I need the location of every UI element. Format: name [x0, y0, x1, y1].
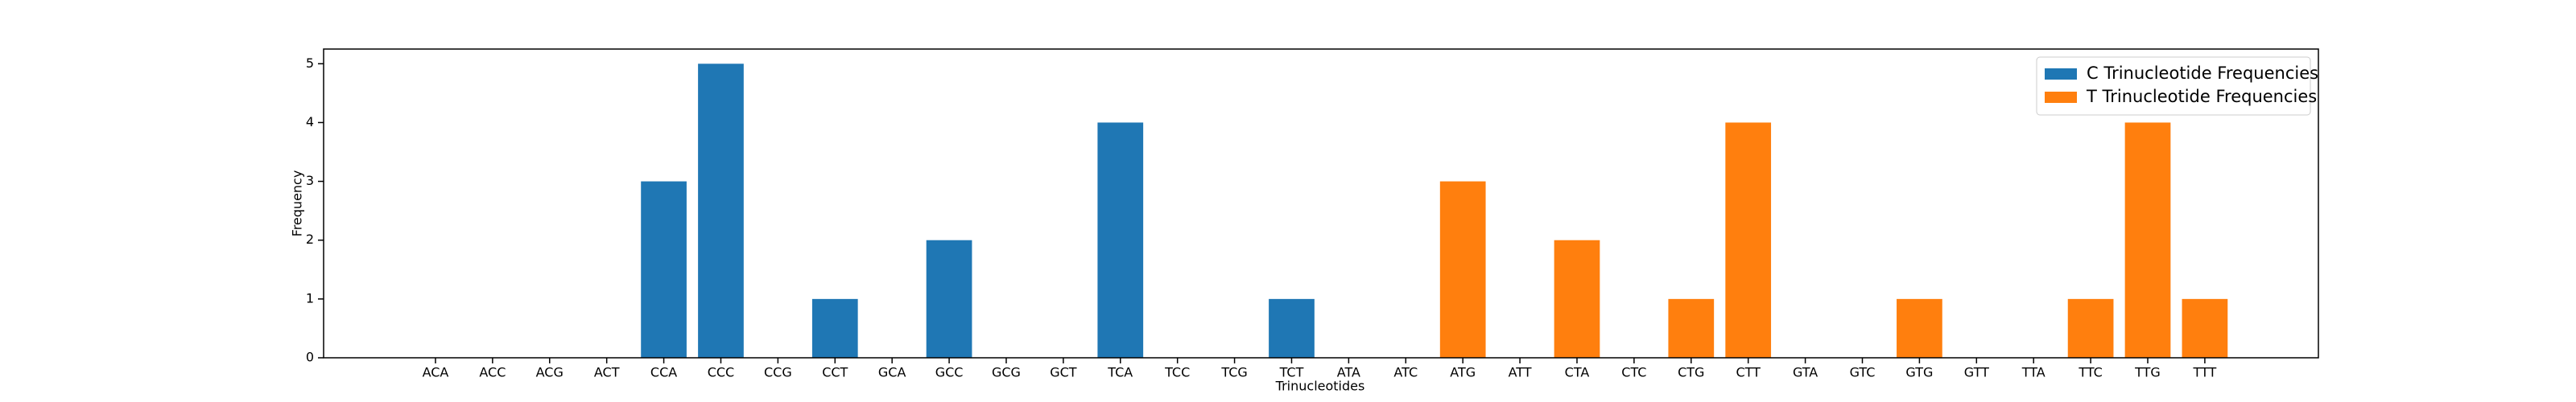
- bar: [926, 240, 972, 358]
- legend-label: T Trinucleotide Frequencies: [2086, 87, 2317, 106]
- x-tick-label: GTA: [1793, 365, 1818, 380]
- bar: [1269, 298, 1315, 358]
- x-tick-label: TCT: [1279, 365, 1304, 380]
- x-tick-label: CCA: [650, 365, 677, 380]
- x-tick-label: ACC: [479, 365, 506, 380]
- y-tick-label: 5: [306, 55, 314, 71]
- x-tick-label: GTT: [1964, 365, 1989, 380]
- x-tick-label: ACG: [536, 365, 564, 380]
- bar: [811, 298, 858, 358]
- bar: [1439, 181, 1486, 358]
- x-tick-label: TTA: [2021, 365, 2046, 380]
- y-tick-label: 2: [306, 232, 314, 247]
- bar: [1725, 122, 1772, 358]
- x-tick-label: CTA: [1565, 365, 1590, 380]
- x-tick-label: ATA: [1337, 365, 1360, 380]
- x-tick-label: GTG: [1905, 365, 1933, 380]
- legend-swatch: [2045, 92, 2077, 103]
- legend-label: C Trinucleotide Frequencies: [2087, 64, 2318, 83]
- x-tick-label: ATC: [1393, 365, 1418, 380]
- x-tick-label: TCA: [1107, 365, 1133, 380]
- x-tick-label: TTC: [2078, 365, 2103, 380]
- bar: [2182, 298, 2228, 358]
- x-tick-label: CTC: [1621, 365, 1646, 380]
- x-tick-label: GCA: [878, 365, 906, 380]
- x-tick-label: GTC: [1850, 365, 1876, 380]
- y-tick-label: 4: [306, 114, 314, 129]
- y-axis-label: Frequency: [290, 170, 305, 237]
- x-tick-label: GCC: [935, 365, 964, 380]
- y-tick-label: 0: [306, 350, 314, 365]
- bar: [2067, 298, 2114, 358]
- legend-swatch: [2045, 68, 2077, 80]
- x-tick-label: GCT: [1050, 365, 1077, 380]
- bar: [1897, 298, 1942, 358]
- x-tick-label: ACT: [594, 365, 620, 380]
- bar: [2124, 122, 2171, 358]
- plot-frame: [323, 48, 2319, 359]
- x-tick-label: ATG: [1450, 365, 1476, 380]
- x-tick-label: CTG: [1678, 365, 1704, 380]
- x-tick-label: GCG: [992, 365, 1021, 380]
- x-tick-label: TTG: [2134, 365, 2161, 380]
- x-tick-label: CCT: [822, 365, 848, 380]
- x-tick-label: ACA: [423, 365, 449, 380]
- bar: [698, 64, 744, 359]
- bar: [641, 181, 687, 358]
- x-tick-label: CTT: [1736, 365, 1761, 380]
- x-tick-label: CCC: [708, 365, 735, 380]
- legend-box: [2036, 56, 2311, 116]
- bar: [1554, 240, 1600, 358]
- x-axis-label: Trinucleotides: [1275, 379, 1365, 394]
- bar: [1668, 298, 1715, 358]
- bar: [1097, 122, 1144, 358]
- x-tick-label: TTT: [2193, 365, 2217, 380]
- y-tick-label: 3: [306, 173, 314, 188]
- x-tick-label: TCC: [1164, 365, 1190, 380]
- x-tick-label: TCG: [1220, 365, 1247, 380]
- x-tick-label: ATT: [1509, 365, 1532, 380]
- x-tick-label: CCG: [764, 365, 792, 380]
- y-tick-label: 1: [306, 290, 314, 306]
